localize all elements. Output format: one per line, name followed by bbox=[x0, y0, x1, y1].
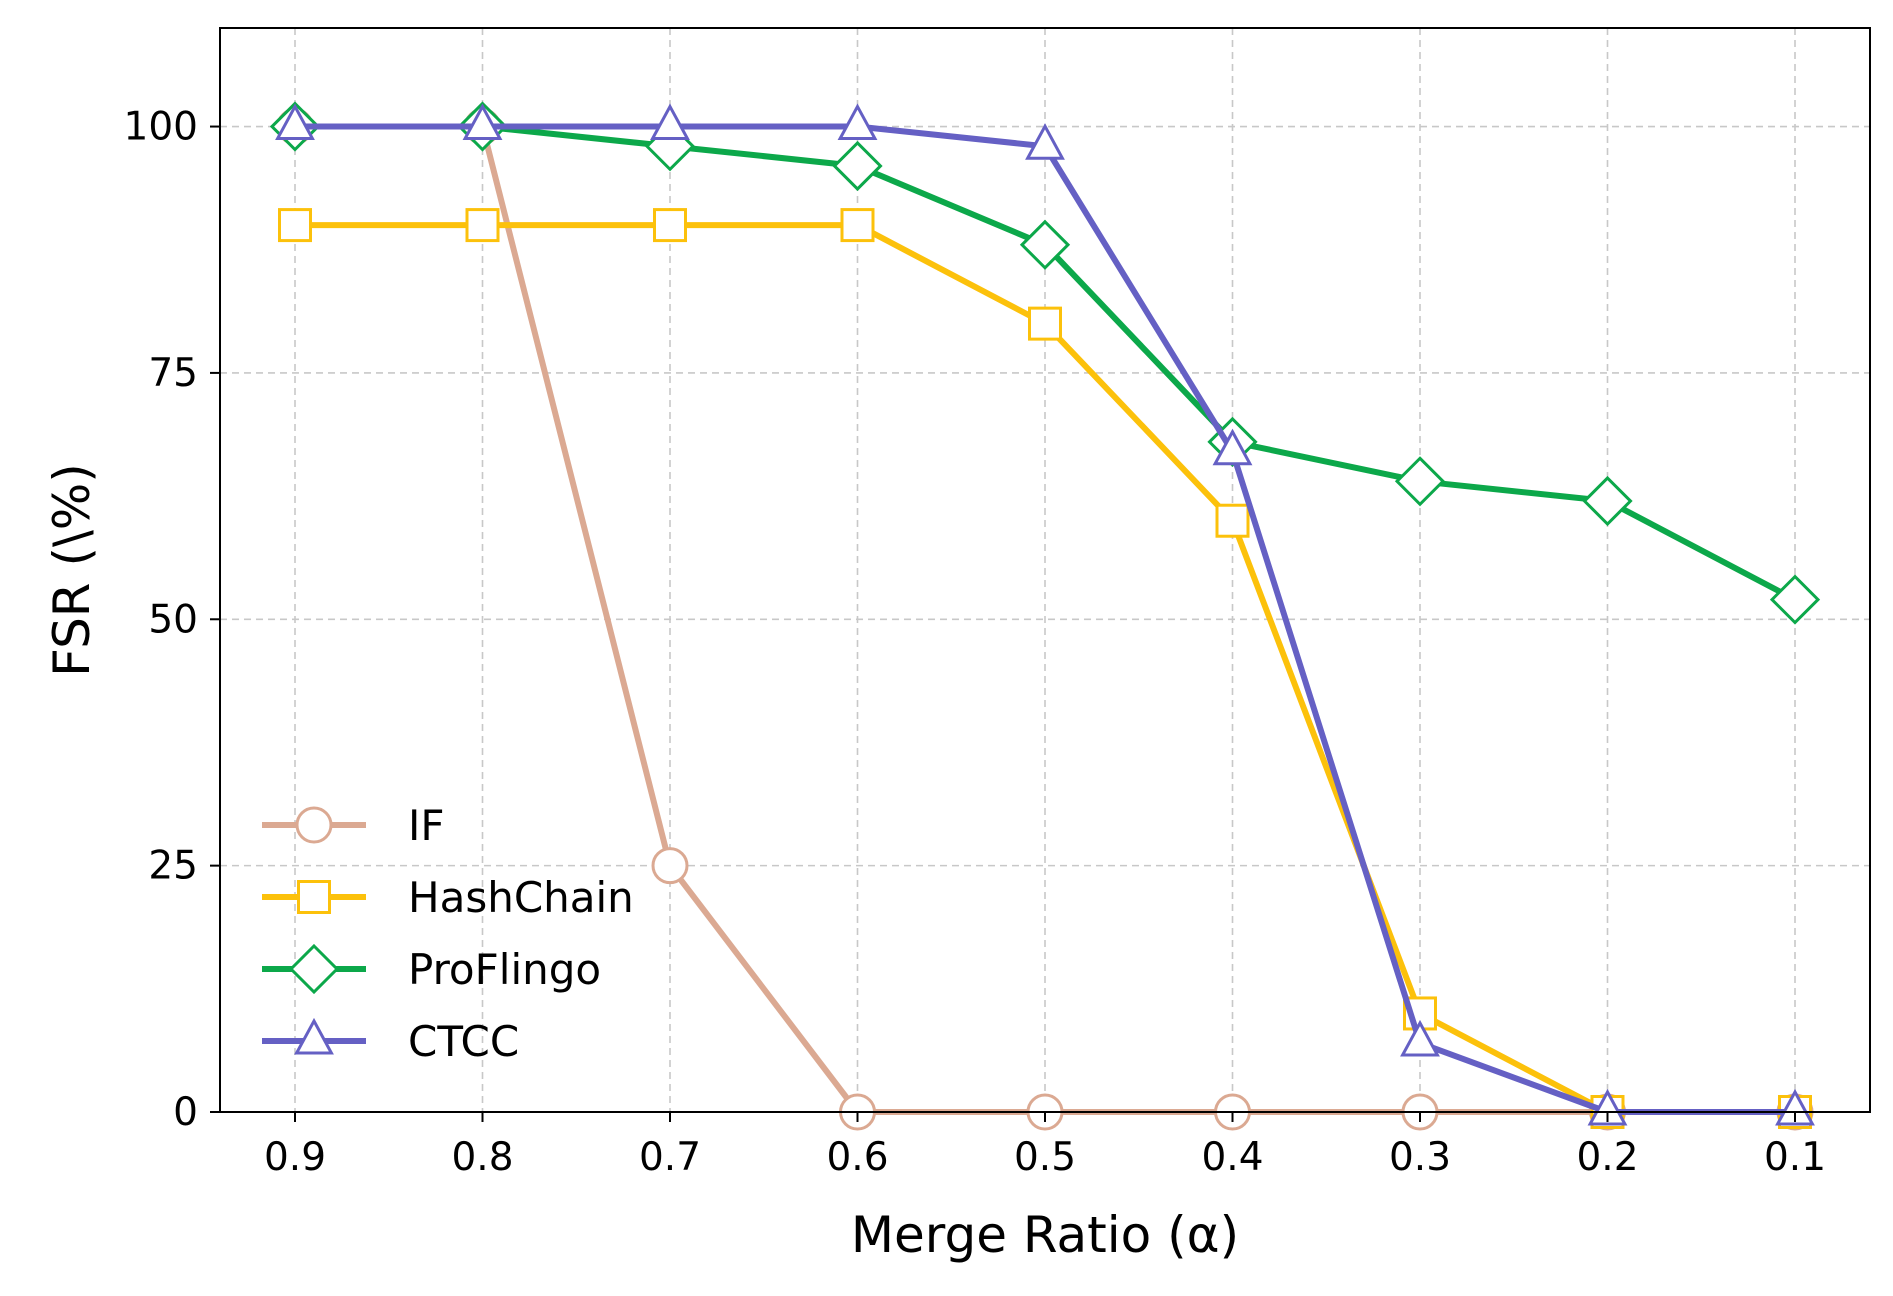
legend-marker bbox=[297, 880, 331, 914]
data-point-proflingo bbox=[1769, 574, 1821, 625]
data-point-if bbox=[651, 847, 689, 885]
legend-item-ctcc: CTCC bbox=[262, 1017, 519, 1066]
data-point-proflingo bbox=[1394, 456, 1446, 507]
series-ctcc bbox=[275, 103, 1815, 1126]
x-axis-title: Merge Ratio (α) bbox=[851, 1206, 1239, 1264]
data-point-hashchain bbox=[278, 208, 312, 243]
y-tick-label: 75 bbox=[148, 351, 198, 396]
data-point-proflingo bbox=[1582, 475, 1633, 527]
data-point-ctcc bbox=[1775, 1088, 1815, 1126]
data-point-ctcc bbox=[275, 103, 315, 141]
series-hashchain bbox=[278, 208, 1812, 1129]
legend-item-hashchain: HashChain bbox=[262, 873, 634, 922]
y-tick-label: 0 bbox=[173, 1090, 198, 1135]
data-point-hashchain bbox=[1215, 503, 1250, 538]
x-tick-label: 0.2 bbox=[1576, 1135, 1638, 1180]
x-tick-label: 0.4 bbox=[1201, 1135, 1263, 1180]
x-tick-label: 0.3 bbox=[1389, 1135, 1451, 1180]
x-axis-ticks: 0.9 0.8 0.7 0.6 0.5 0.4 0.3 0.2 0.1 bbox=[264, 1112, 1826, 1180]
data-point-ctcc bbox=[1587, 1088, 1628, 1126]
x-tick-label: 0.5 bbox=[1014, 1135, 1076, 1180]
y-tick-label: 25 bbox=[148, 844, 198, 889]
legend-marker bbox=[288, 943, 340, 995]
legend-marker bbox=[295, 806, 333, 844]
legend-label: CTCC bbox=[408, 1017, 519, 1066]
legend-item-if: IF bbox=[262, 801, 445, 850]
legend-label: HashChain bbox=[408, 873, 634, 922]
legend-marker bbox=[294, 1017, 334, 1055]
x-tick-label: 0.7 bbox=[639, 1135, 701, 1180]
data-point-ctcc bbox=[462, 103, 503, 141]
legend-item-proflingo: ProFlingo bbox=[262, 943, 601, 995]
y-axis-ticks: 0 25 50 75 100 bbox=[124, 105, 220, 1135]
legend: IF HashChain ProFlingo CTCC bbox=[262, 801, 634, 1066]
data-point-hashchain bbox=[465, 208, 500, 243]
data-point-ctcc bbox=[1212, 428, 1253, 466]
x-tick-label: 0.8 bbox=[451, 1135, 513, 1180]
data-point-proflingo bbox=[832, 140, 883, 192]
data-point-ctcc bbox=[1025, 123, 1065, 160]
x-tick-label: 0.1 bbox=[1764, 1135, 1826, 1180]
y-tick-label: 50 bbox=[148, 597, 198, 642]
y-tick-label: 100 bbox=[124, 105, 198, 150]
data-point-hashchain bbox=[653, 208, 687, 243]
legend-label: IF bbox=[408, 801, 445, 850]
x-tick-label: 0.9 bbox=[264, 1135, 326, 1180]
y-axis-title: FSR (\%) bbox=[43, 463, 101, 677]
data-point-hashchain bbox=[1028, 306, 1062, 341]
data-point-proflingo bbox=[1019, 219, 1071, 270]
data-point-ctcc bbox=[1400, 1019, 1440, 1057]
data-point-hashchain bbox=[840, 208, 875, 243]
legend-label: ProFlingo bbox=[408, 945, 601, 994]
x-tick-label: 0.6 bbox=[826, 1135, 888, 1180]
data-point-ctcc bbox=[650, 103, 690, 141]
data-point-ctcc bbox=[837, 103, 878, 141]
